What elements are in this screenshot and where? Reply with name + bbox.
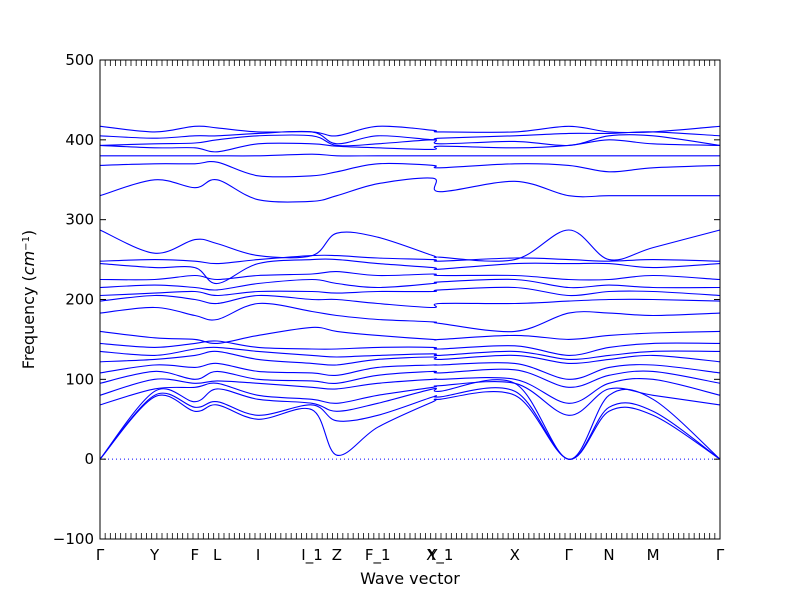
band-line-22 [100, 153, 720, 157]
y-axis-label-close: ) [19, 230, 38, 236]
band-line-7 [99, 362, 721, 380]
y-axis-label-unit: cm [19, 251, 38, 275]
x-tick-label: N [603, 546, 614, 564]
x-tick-label: X_1 [426, 546, 453, 565]
band-line-26 [99, 125, 721, 137]
band-line-5 [99, 376, 721, 404]
band-line-2 [99, 387, 721, 460]
y-tick-label: 100 [65, 370, 94, 388]
y-tick-label: 300 [65, 211, 94, 229]
y-tick-label: 200 [65, 291, 94, 309]
band-line-1 [99, 391, 721, 460]
band-line-21 [99, 161, 721, 178]
x-tick-label: M [647, 546, 660, 564]
x-tick-label: Γ [716, 546, 725, 564]
band-lines [99, 125, 721, 460]
band-line-10 [99, 340, 721, 356]
band-line-8 [99, 350, 721, 366]
y-axis-label: Frequency (cm−1) [19, 230, 38, 369]
band-line-3 [99, 379, 721, 460]
band-line-20 [99, 177, 720, 203]
x-ticks: Γ Y F L I I_1 Z F_1 YX_1 X Γ N M Γ [96, 60, 725, 565]
band-line-14 [99, 286, 721, 297]
band-line-13 [99, 294, 721, 309]
x-tick-label: L [213, 546, 222, 564]
x-tick-label: X [510, 546, 520, 564]
x-tick-label: I_1 [301, 546, 322, 565]
y-axis-label-main: Frequency ( [19, 275, 38, 369]
band-line-16 [99, 271, 721, 281]
y-tick-label: 400 [65, 131, 94, 149]
band-line-9 [99, 346, 721, 361]
x-tick-label: Γ [96, 546, 105, 564]
band-line-11 [99, 326, 721, 345]
band-line-19 [99, 229, 721, 262]
x-axis-label: Wave vector [360, 569, 460, 588]
band-line-24 [99, 134, 721, 147]
y-ticks: −100 0 100 200 300 400 500 [53, 51, 720, 548]
band-line-17 [99, 258, 721, 285]
y-tick-label: 0 [84, 450, 94, 468]
x-tick-label: Y [149, 546, 160, 564]
band-line-23 [99, 139, 721, 153]
x-tick-label: F_1 [365, 546, 391, 565]
x-tick-label: Γ [565, 546, 574, 564]
y-tick-label: 500 [65, 51, 94, 69]
x-tick-label: F [191, 546, 200, 564]
band-line-12 [99, 302, 721, 333]
band-line-25 [99, 130, 721, 145]
band-line-4 [99, 381, 721, 416]
band-line-6 [99, 368, 721, 388]
x-tick-label: Y [427, 546, 438, 564]
y-axis-label-exponent: −1 [21, 236, 32, 251]
x-tick-label: I [256, 546, 260, 564]
band-line-15 [99, 278, 721, 291]
x-tick-label: Z [332, 546, 342, 564]
band-line-18 [99, 254, 721, 265]
y-tick-label: −100 [53, 530, 94, 548]
plot-frame [99, 59, 721, 540]
